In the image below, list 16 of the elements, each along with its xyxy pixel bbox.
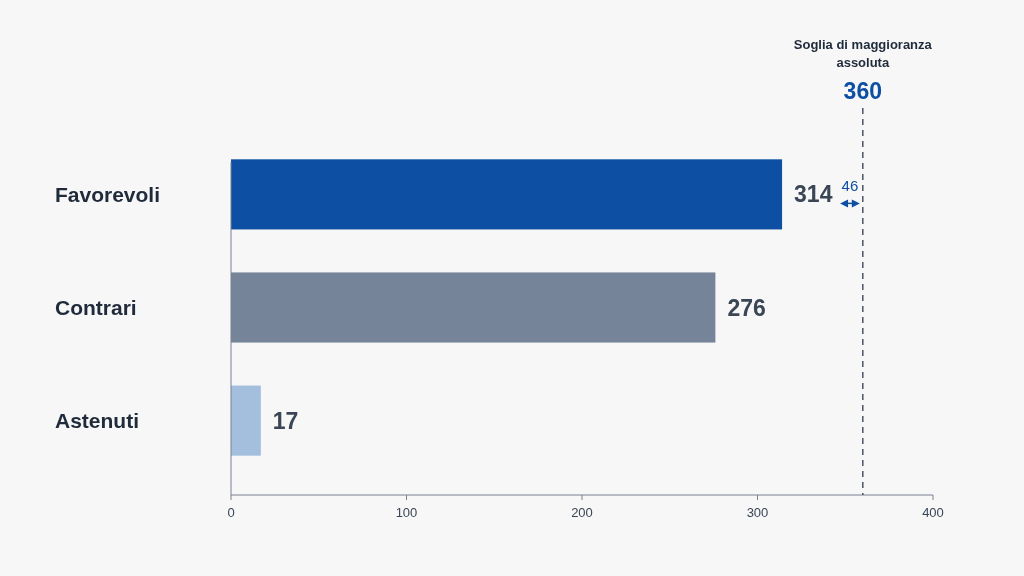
x-tick-label: 400	[922, 505, 944, 520]
x-tick-label: 300	[746, 505, 769, 520]
bar	[231, 385, 261, 456]
text: Soglia di maggioranza assoluta	[793, 37, 933, 70]
x-tick-label: 0	[227, 505, 235, 520]
y-tick-label: Astenuti	[55, 408, 139, 432]
data-label: 276	[727, 294, 766, 321]
data-label: 17	[272, 407, 299, 434]
x-tick-label: 200	[571, 505, 593, 520]
y-tick-label: Contrari	[55, 295, 137, 319]
data-label: 314	[794, 181, 833, 208]
bar	[231, 159, 783, 230]
y-tick-label: Favorevoli	[55, 182, 161, 206]
annotation: 46	[841, 177, 859, 195]
ref-line-label: 360	[843, 78, 882, 104]
x-tick-label: 100	[395, 505, 418, 520]
